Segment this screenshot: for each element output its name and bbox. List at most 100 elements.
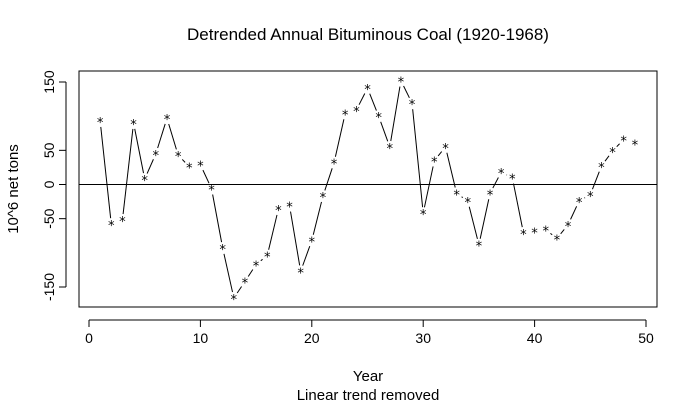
plot-frame bbox=[78, 70, 658, 308]
x-tick-label: 20 bbox=[304, 330, 320, 346]
series-segment bbox=[134, 128, 145, 174]
y-tick-label: 0 bbox=[41, 180, 57, 188]
data-point: * bbox=[386, 142, 394, 157]
data-point: * bbox=[319, 191, 327, 206]
series-segment bbox=[181, 159, 186, 163]
data-point: * bbox=[419, 208, 427, 223]
x-tick-label: 50 bbox=[638, 330, 654, 346]
series-segment bbox=[168, 123, 177, 150]
data-point: * bbox=[631, 139, 639, 154]
x-axis: 0 10 20 30 40 50 bbox=[85, 319, 654, 346]
data-point: * bbox=[330, 158, 338, 173]
data-point: * bbox=[475, 240, 483, 255]
y-tick-label: -150 bbox=[41, 273, 57, 301]
data-point: * bbox=[130, 118, 138, 133]
x-tick-label: 30 bbox=[415, 330, 431, 346]
x-tick-label: 0 bbox=[85, 330, 93, 346]
x-tick-label: 40 bbox=[527, 330, 543, 346]
data-points: ** ******* ******** ****** ************** ** *… bbox=[96, 76, 639, 308]
series-segment bbox=[268, 214, 278, 250]
y-axis: -150 -50 0 50 150 bbox=[41, 70, 67, 301]
series-segment bbox=[324, 168, 333, 191]
chart-subtitle: Linear trend removed bbox=[297, 387, 440, 404]
data-point: * bbox=[609, 146, 617, 161]
series-segment bbox=[403, 85, 410, 99]
data-point: * bbox=[598, 161, 606, 176]
data-point: * bbox=[464, 196, 472, 211]
series-segment bbox=[461, 196, 464, 198]
series-segment bbox=[202, 169, 210, 184]
x-axis-label: Year bbox=[353, 368, 383, 385]
data-point: * bbox=[185, 162, 193, 177]
data-point: * bbox=[252, 259, 260, 274]
data-point: * bbox=[196, 160, 204, 175]
series-segment bbox=[550, 232, 553, 236]
series-segment bbox=[334, 119, 345, 157]
data-point: * bbox=[141, 174, 149, 189]
series-segment bbox=[290, 211, 301, 266]
series-segment bbox=[390, 86, 401, 142]
series-segment bbox=[302, 246, 311, 266]
series-line bbox=[100, 85, 620, 294]
series-segment bbox=[100, 126, 112, 219]
series-segment bbox=[223, 253, 234, 293]
data-point: * bbox=[119, 215, 127, 230]
series-segment bbox=[616, 143, 620, 148]
data-point: * bbox=[174, 150, 182, 165]
series-segment bbox=[312, 201, 322, 235]
series-segment bbox=[380, 121, 389, 142]
data-point: * bbox=[408, 98, 416, 113]
data-point: * bbox=[520, 228, 528, 243]
series-segment bbox=[437, 151, 443, 157]
data-point: * bbox=[508, 173, 516, 188]
data-point: * bbox=[531, 227, 539, 242]
data-point: * bbox=[564, 220, 572, 235]
series-segment bbox=[468, 206, 478, 239]
series-segment bbox=[592, 171, 600, 190]
y-tick-label: -50 bbox=[41, 208, 57, 228]
series-segment bbox=[560, 229, 565, 235]
series-segment bbox=[146, 159, 154, 174]
series-segment bbox=[479, 199, 490, 239]
series-segment bbox=[247, 269, 254, 277]
y-tick-label: 150 bbox=[41, 70, 57, 94]
data-point: * bbox=[375, 111, 383, 126]
data-point: * bbox=[620, 134, 628, 149]
data-point: * bbox=[341, 108, 349, 123]
series-segment bbox=[157, 123, 166, 149]
series-segment bbox=[358, 93, 366, 105]
data-point: * bbox=[430, 156, 438, 171]
series-segment bbox=[570, 206, 578, 220]
data-point: * bbox=[453, 188, 461, 203]
series-segment bbox=[212, 194, 223, 243]
data-point: * bbox=[241, 277, 249, 292]
data-point: * bbox=[486, 188, 494, 203]
data-point: * bbox=[219, 243, 227, 258]
series-segment bbox=[236, 286, 243, 294]
data-point: * bbox=[442, 142, 450, 157]
data-point: * bbox=[352, 105, 360, 120]
data-point: * bbox=[308, 236, 316, 251]
series-segment bbox=[446, 152, 456, 188]
x-tick-label: 10 bbox=[193, 330, 209, 346]
chart-title: Detrended Annual Bituminous Coal (1920-1… bbox=[187, 25, 549, 44]
series-segment bbox=[604, 155, 610, 162]
series-segment bbox=[492, 177, 499, 189]
series-segment bbox=[412, 109, 424, 208]
data-point: * bbox=[263, 251, 271, 266]
data-point: * bbox=[397, 76, 405, 91]
data-point: * bbox=[274, 204, 282, 219]
data-point: * bbox=[286, 201, 294, 216]
data-point: * bbox=[542, 225, 550, 240]
data-point: * bbox=[497, 167, 505, 182]
data-point: * bbox=[152, 149, 160, 164]
series-segment bbox=[423, 166, 434, 208]
data-point: * bbox=[208, 184, 216, 199]
series-segment bbox=[369, 93, 377, 111]
series-segment bbox=[513, 183, 523, 228]
data-point: * bbox=[586, 190, 594, 205]
data-point: * bbox=[163, 113, 171, 128]
y-axis-label: 10^6 net tons bbox=[5, 144, 22, 234]
data-point: * bbox=[553, 233, 561, 248]
